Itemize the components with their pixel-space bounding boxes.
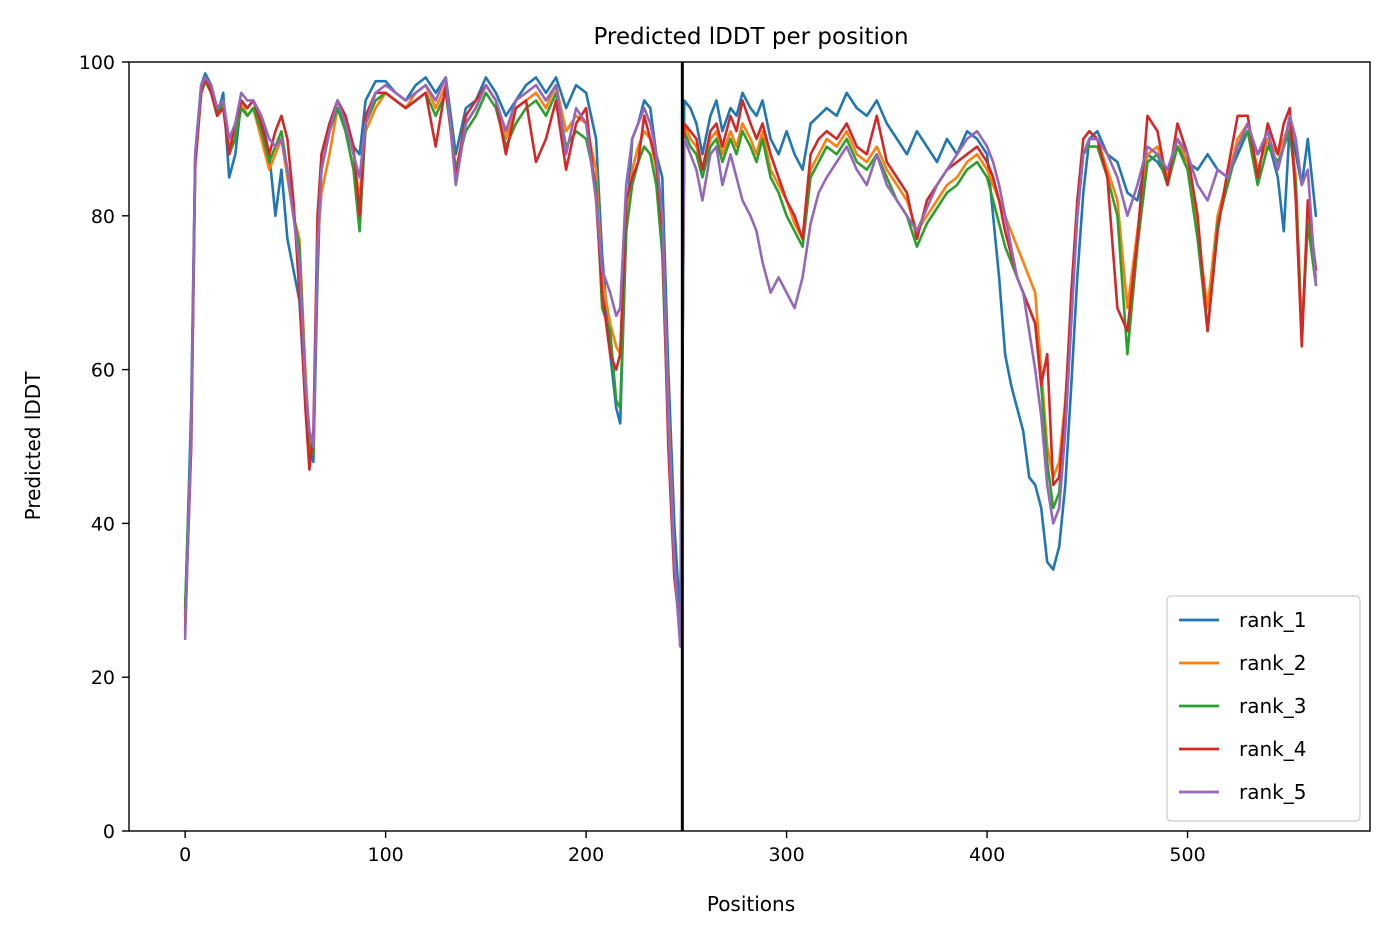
legend-box: [1166, 595, 1361, 822]
x-tick-label: 500: [1169, 844, 1205, 866]
chart-title: Predicted lDDT per position: [593, 24, 908, 50]
x-axis: 0 100 200 300 400 500: [179, 831, 1206, 866]
x-tick-label: 100: [367, 844, 403, 866]
x-tick-label: 0: [179, 844, 191, 866]
legend-label-rank_3: rank_3: [1239, 694, 1306, 718]
x-tick-label: 300: [768, 844, 804, 866]
plot-frame: [128, 61, 1371, 832]
y-tick-label: 60: [91, 360, 115, 382]
x-tick-label: 200: [568, 844, 604, 866]
y-axis-label: Predicted lDDT: [21, 371, 45, 521]
series-line-rank_5: [183, 76, 1318, 648]
plot-lines: [183, 72, 1318, 648]
legend-label-rank_2: rank_2: [1239, 651, 1306, 675]
y-tick-label: 40: [91, 513, 115, 535]
x-axis-label: Positions: [707, 892, 795, 916]
y-axis: 0 20 40 60 80 100: [79, 52, 129, 843]
legend-label-rank_4: rank_4: [1239, 737, 1306, 761]
y-tick-label: 100: [79, 52, 115, 74]
y-tick-label: 0: [103, 821, 115, 843]
series-line-rank_4: [183, 76, 1318, 633]
x-tick-label: 400: [969, 844, 1005, 866]
legend: rank_1 rank_2 rank_3 rank_4 rank_5: [1166, 595, 1361, 822]
legend-label-rank_5: rank_5: [1239, 780, 1306, 804]
y-tick-label: 20: [91, 667, 115, 689]
y-tick-label: 80: [91, 206, 115, 228]
legend-label-rank_1: rank_1: [1239, 608, 1306, 632]
